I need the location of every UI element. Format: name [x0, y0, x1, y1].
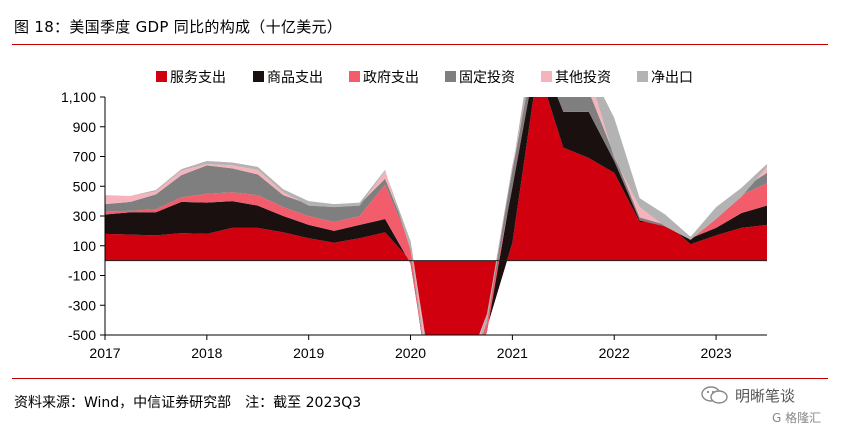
legend-label: 其他投资	[555, 70, 611, 86]
y-tick-label: -300	[68, 297, 96, 313]
legend-label: 服务支出	[170, 70, 226, 86]
legend-item: 其他投资	[541, 70, 611, 86]
x-tick-label: 2019	[293, 345, 324, 361]
legend-swatch	[541, 71, 552, 82]
header-rule	[12, 44, 828, 45]
legend-item: 固定投资	[445, 70, 515, 86]
x-tick-label: 2023	[700, 345, 731, 361]
legend-item: 净出口	[637, 70, 693, 86]
series-area-2	[105, 97, 767, 335]
legend-swatch	[349, 71, 360, 82]
y-tick-label: 700	[73, 149, 97, 165]
watermark-sub: G 格隆汇	[772, 411, 822, 425]
legend-label: 商品支出	[267, 70, 323, 86]
x-tick-label: 2020	[395, 345, 426, 361]
legend-swatch	[445, 71, 456, 82]
legend-swatch	[637, 71, 648, 82]
x-tick-label: 2022	[599, 345, 630, 361]
legend-item: 商品支出	[253, 70, 323, 86]
legend-item: 政府支出	[349, 70, 419, 86]
legend-label: 政府支出	[363, 70, 419, 86]
y-tick-label: 500	[73, 178, 97, 194]
legend-swatch	[156, 71, 167, 82]
y-tick-label: 300	[73, 208, 97, 224]
y-tick-label: 100	[73, 238, 97, 254]
legend-swatch	[253, 71, 264, 82]
y-tick-label: -500	[68, 327, 96, 343]
legend-item: 服务支出	[156, 70, 226, 86]
y-tick-label: 1,100	[61, 89, 96, 105]
plot-area	[105, 97, 767, 335]
legend-label: 净出口	[651, 70, 693, 86]
y-tick-label: -100	[68, 268, 96, 284]
series-area-1	[105, 97, 767, 335]
x-tick-label: 2021	[497, 345, 528, 361]
stacked-area-chart: -500 -300 -100 100 300 500 700 900 1,100 2017 2018…	[61, 70, 767, 361]
footer-rule	[12, 378, 828, 379]
x-tick-label: 2017	[89, 345, 120, 361]
y-tick-label: 900	[73, 119, 97, 135]
source-note: 资料来源：Wind，中信证券研究部 注：截至 2023Q3	[14, 395, 362, 411]
chart-title: 图 18：美国季度 GDP 同比的构成（十亿美元）	[14, 18, 343, 36]
legend: 服务支出 商品支出 政府支出 固定投资 其他投资 净出口	[156, 70, 693, 86]
watermark-text: 明晰笔谈	[735, 387, 796, 405]
watermark: 明晰笔谈 G 格隆汇	[735, 385, 821, 425]
x-tick-label: 2018	[191, 345, 222, 361]
legend-label: 固定投资	[459, 70, 515, 86]
wechat-icon	[701, 386, 728, 404]
